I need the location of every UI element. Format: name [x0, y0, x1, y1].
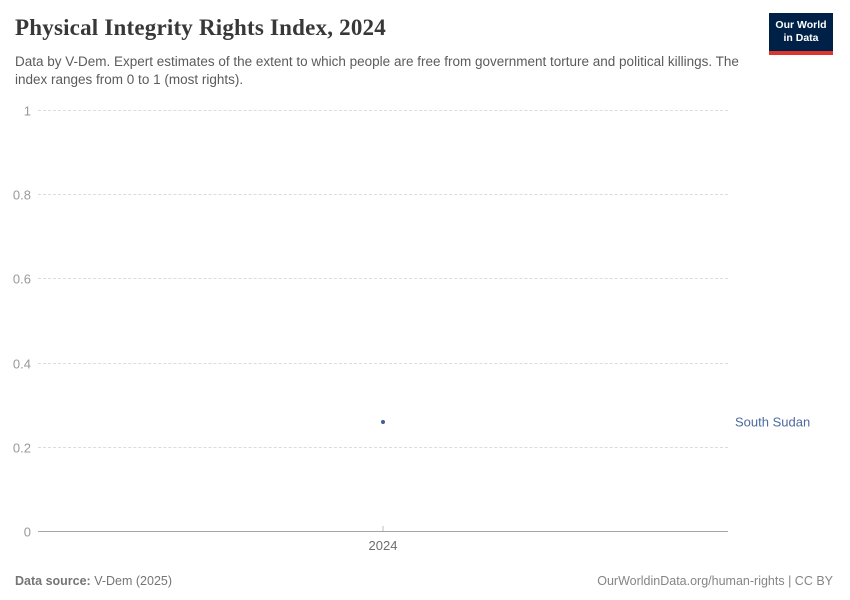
y-tick-label: 0.4: [12, 356, 31, 372]
chart-footer: Data source: V-Dem (2025) OurWorldinData…: [15, 574, 833, 588]
x-tick-mark: [382, 526, 384, 531]
data-source-label: Data source:: [15, 574, 91, 588]
data-source-value: V-Dem (2025): [94, 574, 173, 588]
x-tick-label: 2024: [368, 538, 398, 553]
y-tick-label: 0.8: [12, 187, 31, 203]
y-tick-label: 0.6: [12, 271, 31, 287]
x-axis-line: 0: [24, 525, 728, 540]
license-note: OurWorldinData.org/human-rights | CC BY: [597, 574, 833, 588]
owid-logo-line2: in Data: [783, 32, 819, 44]
y-gridline: 0.4: [13, 356, 728, 371]
y-tick-label: 0: [23, 524, 31, 540]
page-title: Physical Integrity Rights Index, 2024: [15, 15, 386, 40]
owid-logo: Our World in Data: [769, 13, 833, 55]
entity-label-south-sudan[interactable]: South Sudan: [735, 414, 811, 430]
y-gridline: 1: [24, 104, 728, 119]
chart-subtitle: Data by V-Dem. Expert estimates of the e…: [15, 54, 739, 87]
owid-logo-line1: Our World: [775, 19, 827, 31]
data-point-south-sudan[interactable]: [381, 419, 385, 424]
y-gridline: 0.8: [13, 188, 728, 203]
y-gridline: 0.2: [13, 440, 728, 455]
y-gridline: 0.6: [13, 272, 728, 287]
y-tick-label: 0.2: [12, 440, 31, 456]
data-source-note: Data source: V-Dem (2025): [15, 574, 172, 588]
y-tick-label: 1: [23, 103, 31, 119]
plot-area: 0 0.2 0.4 0.6 0.8 1 2024 South Sudan: [13, 104, 810, 554]
